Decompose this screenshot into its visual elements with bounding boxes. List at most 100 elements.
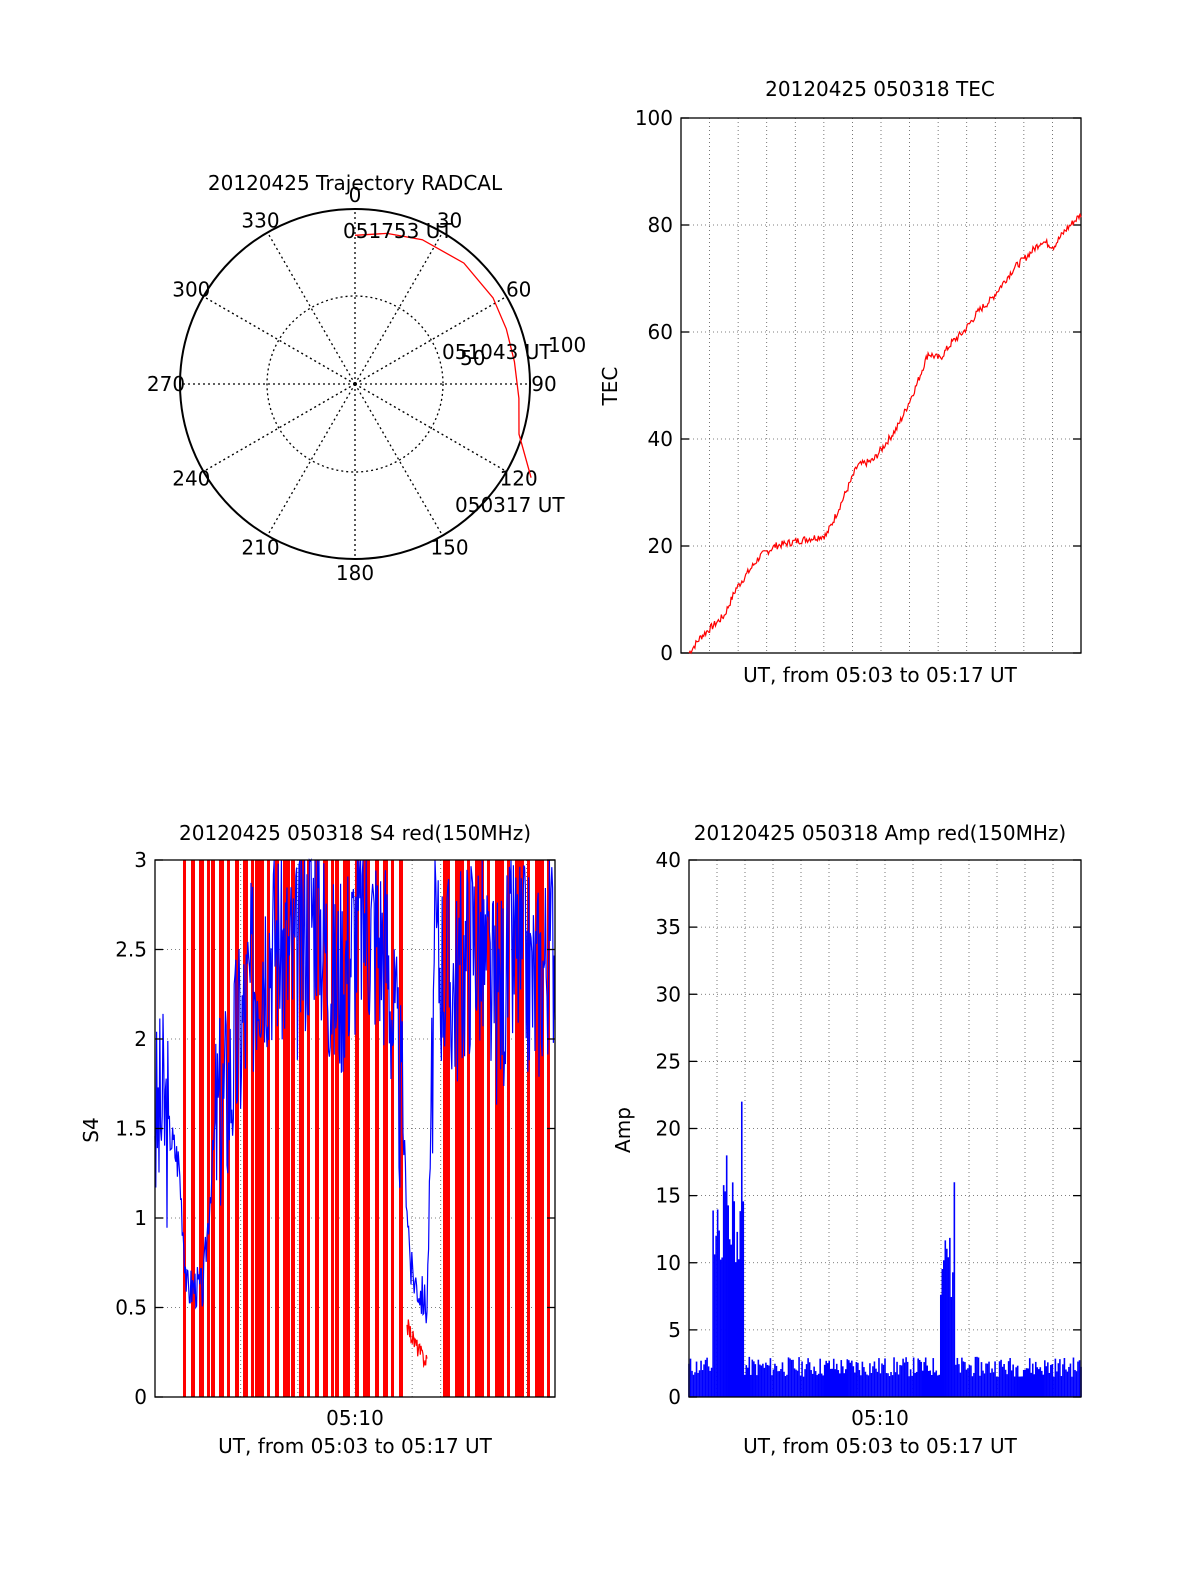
amp-title: 20120425 050318 Amp red(150MHz) [694, 821, 1066, 845]
ytick-label: 2.5 [115, 938, 147, 962]
polar-angle-label: 90 [531, 372, 556, 396]
tec-ylabel: TEC [598, 367, 622, 407]
s4-red-spike [183, 860, 186, 1397]
s4-red-spike [391, 860, 394, 1397]
s4-red-spike [287, 860, 290, 1397]
s4-red-spike [259, 860, 264, 1397]
ytick-label: 2 [134, 1027, 147, 1051]
s4-red-spike [335, 860, 339, 1397]
s4-red-spike [291, 860, 295, 1397]
amp-xlabel: UT, from 05:03 to 05:17 UT [743, 1434, 1018, 1458]
s4-yticks: 0 0.5 1 1.5 2 2.5 3 [115, 848, 555, 1409]
tec-xlabel: UT, from 05:03 to 05:17 UT [743, 663, 1018, 687]
s4-blue-series-line [154, 858, 556, 1324]
polar-angle-label: 180 [336, 561, 374, 585]
s4-red-spike [251, 860, 254, 1397]
ytick-label: 25 [656, 1049, 681, 1073]
ytick-label: 100 [635, 106, 673, 130]
annotation-mid: 051043 UT [442, 340, 552, 364]
tec-frame [680, 117, 1082, 654]
polar-spokes [180, 209, 530, 559]
ytick-label: 1 [134, 1206, 147, 1230]
ytick-label: 35 [656, 915, 681, 939]
tec-title: 20120425 050318 TEC [765, 77, 995, 101]
s4-red-spike [515, 860, 519, 1397]
s4-red-spike [211, 860, 215, 1397]
s4-red-spike [459, 860, 464, 1397]
ytick-label: 80 [648, 213, 673, 237]
amp-ylabel: Amp [611, 1107, 635, 1153]
polar-angle-label: 60 [506, 278, 531, 302]
s4-ylabel: S4 [79, 1117, 103, 1142]
ytick-label: 20 [656, 1117, 681, 1141]
amp-grid [689, 860, 1081, 1397]
annotation-start: 050317 UT [455, 493, 565, 517]
s4-red-spike [199, 860, 204, 1397]
ytick-label: 0 [134, 1385, 147, 1409]
s4-red-spike [447, 860, 450, 1397]
s4-xtick-label: 05:10 [326, 1406, 384, 1430]
s4-red-spike [323, 860, 328, 1397]
amp-yticks: 0 5 10 15 20 25 30 35 40 [656, 848, 1081, 1409]
s4-red-spike [479, 860, 484, 1397]
polar-spoke-240 [203, 383, 356, 473]
polar-spoke-300 [203, 295, 356, 385]
polar-angle-label: 0 [349, 183, 362, 207]
ytick-label: 60 [648, 320, 673, 344]
s4-red-spike [507, 860, 510, 1397]
annotation-end: 051753 UT [343, 219, 453, 243]
tec-yticks: 0 20 40 60 80 100 [635, 106, 1081, 665]
polar-angle-label: 300 [172, 278, 210, 302]
s4-red-spike [315, 860, 319, 1397]
s4-red-spike [283, 860, 288, 1397]
amp-xtick-label: 05:10 [851, 1406, 909, 1430]
ytick-label: 5 [668, 1318, 681, 1342]
polar-spoke-60 [354, 295, 507, 385]
ytick-label: 40 [648, 427, 673, 451]
s4-red-spike [443, 860, 448, 1397]
ytick-label: 20 [648, 534, 673, 558]
amp-bars [688, 1101, 1082, 1397]
s4-red-spike [347, 860, 350, 1397]
s4-red-spike [299, 860, 304, 1397]
polar-spoke-210 [266, 383, 356, 536]
ytick-label: 0 [668, 1385, 681, 1409]
s4-red-spike [475, 860, 479, 1397]
s4-red-series-line [406, 1319, 428, 1369]
polar-angle-label: 330 [241, 208, 279, 232]
polar-angle-labels: 0 30 60 90 120 150 180 210 240 270 300 330 [147, 183, 557, 585]
polar-angle-label: 120 [500, 467, 538, 491]
ytick-label: 1.5 [115, 1117, 147, 1141]
s4-red-spike [399, 860, 403, 1397]
s4-red-spike [307, 860, 310, 1397]
s4-red-spike [487, 860, 490, 1397]
panel-amp: 20120425 050318 Amp red(150MHz) 0 5 10 15 20… [611, 821, 1082, 1458]
polar-outer-circle [179, 208, 531, 560]
s4-red-spike [331, 860, 334, 1397]
s4-red-spike [191, 860, 195, 1397]
s4-red-spike [355, 860, 359, 1397]
polar-angle-label: 270 [147, 372, 185, 396]
s4-red-spike [467, 860, 470, 1397]
s4-red-spike [243, 860, 248, 1397]
s4-red-spike [343, 860, 348, 1397]
s4-red-spike [363, 860, 368, 1397]
ytick-label: 40 [656, 848, 681, 872]
panel-trajectory: 20120425 Trajectory RADCAL 0 30 60 90 120 150… [147, 171, 586, 585]
ring-label-100: 100 [548, 333, 586, 357]
trajectory-line [354, 232, 532, 478]
s4-xlabel: UT, from 05:03 to 05:17 UT [218, 1434, 493, 1458]
s4-red-spike [275, 860, 279, 1397]
ytick-label: 15 [656, 1184, 681, 1208]
ytick-label: 0 [660, 641, 673, 665]
ytick-label: 10 [656, 1251, 681, 1275]
s4-red-spike [539, 860, 544, 1397]
ring-label-50: 50 [460, 346, 485, 370]
trajectory-title: 20120425 Trajectory RADCAL [208, 171, 503, 195]
polar-angle-label: 210 [241, 536, 279, 560]
s4-red-spike [535, 860, 539, 1397]
s4-red-spike [375, 860, 379, 1397]
s4-red-spike [527, 860, 530, 1397]
s4-red-spike [255, 860, 259, 1397]
